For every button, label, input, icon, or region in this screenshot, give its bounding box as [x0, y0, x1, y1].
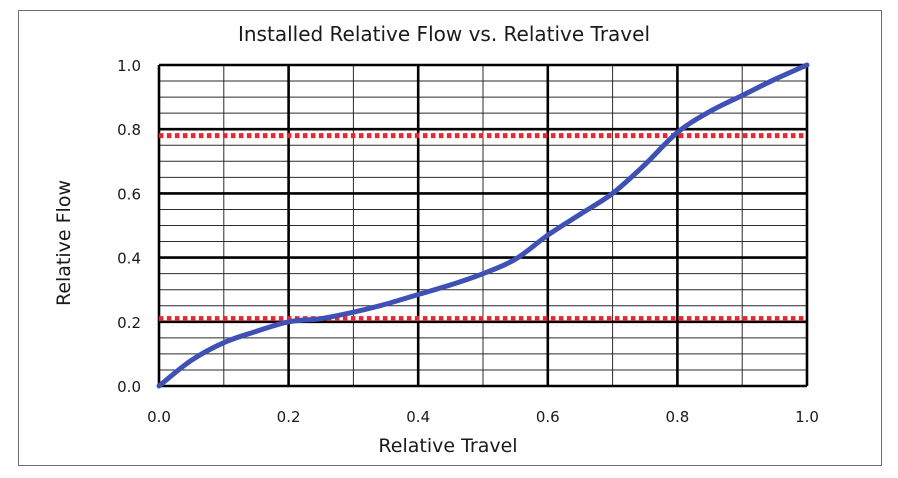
x-axis-label: Relative Travel [378, 435, 517, 457]
y-tick-label: 0.8 [117, 121, 141, 139]
minor-gridlines [159, 65, 807, 386]
y-tick-label: 0.4 [117, 250, 141, 268]
series-layer [156, 62, 810, 389]
series-line [156, 62, 810, 389]
x-tick-label: 0.0 [147, 408, 171, 426]
reference-lines [159, 133, 807, 322]
x-tick-labels: 0.0 0.2 0.4 0.6 0.8 1.0 [147, 408, 819, 426]
chart-frame [18, 10, 882, 466]
y-tick-labels: 0.0 0.2 0.4 0.6 0.8 1.0 [117, 57, 141, 396]
y-tick-label: 0.0 [117, 378, 141, 396]
y-axis-label: Relative Flow [53, 180, 75, 306]
x-tick-label: 1.0 [795, 408, 819, 426]
y-tick-label: 0.2 [117, 314, 141, 332]
x-tick-label: 0.2 [277, 408, 301, 426]
y-tick-label: 0.6 [117, 185, 141, 203]
x-tick-label: 0.6 [536, 408, 560, 426]
y-tick-label: 1.0 [117, 57, 141, 75]
chart-title: Installed Relative Flow vs. Relative Tra… [238, 22, 650, 46]
major-gridlines [157, 63, 809, 388]
x-tick-label: 0.8 [665, 408, 689, 426]
x-tick-label: 0.4 [406, 408, 430, 426]
